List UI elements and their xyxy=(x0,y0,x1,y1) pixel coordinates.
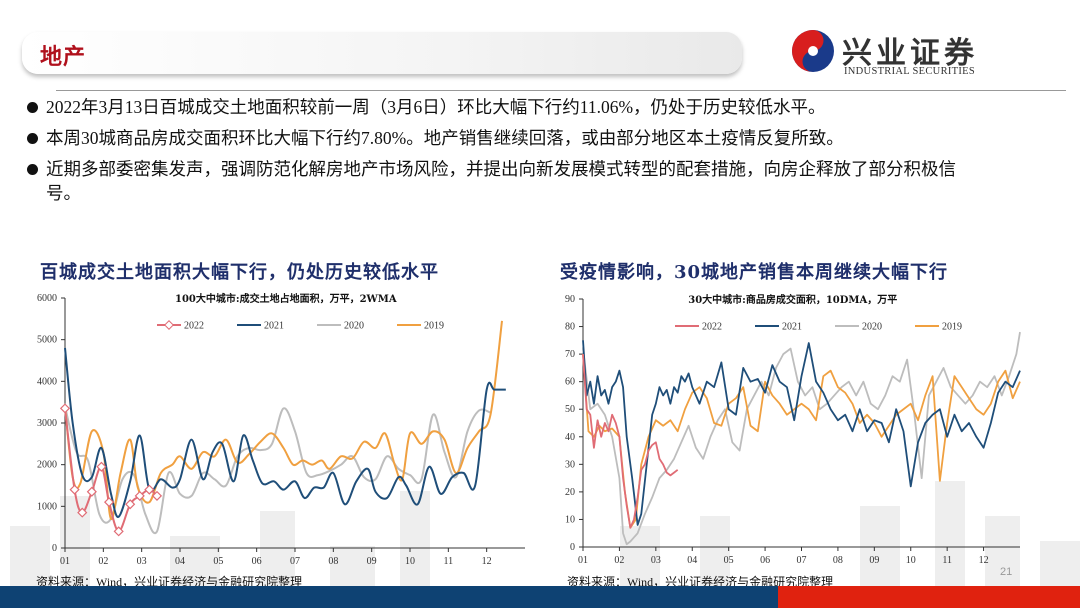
logo-english-name: INDUSTRIAL SECURITIES xyxy=(844,66,976,77)
svg-text:2022: 2022 xyxy=(702,322,722,333)
bullet-item: 本周30城商品房成交面积环比大幅下行约7.80%。地产销售继续回落，或由部分地区… xyxy=(26,126,1026,150)
svg-text:10: 10 xyxy=(405,556,415,567)
svg-text:06: 06 xyxy=(252,556,262,567)
chart-svg: 0 1000 2000 3000 4000 5000 6000 01 02 03 04 05 06 07 0… xyxy=(37,292,525,567)
svg-text:80: 80 xyxy=(565,322,575,333)
svg-text:30: 30 xyxy=(565,459,575,470)
header-divider xyxy=(56,90,1066,91)
svg-text:12: 12 xyxy=(979,555,989,566)
svg-text:2019: 2019 xyxy=(942,322,962,333)
logo-chinese-name: 兴业证券 xyxy=(842,36,978,71)
series-2022-line xyxy=(582,354,679,529)
svg-text:01: 01 xyxy=(578,555,588,566)
svg-text:30大中城市:商品房成交面积，10DMA，万平: 30大中城市:商品房成交面积，10DMA，万平 xyxy=(688,293,897,306)
section-title-bar: 地产 xyxy=(22,32,742,74)
series-2019-line xyxy=(64,320,503,520)
svg-text:03: 03 xyxy=(651,555,661,566)
svg-text:2022: 2022 xyxy=(184,321,204,332)
swirl-logo-icon xyxy=(792,30,834,72)
svg-text:05: 05 xyxy=(213,556,223,567)
svg-text:08: 08 xyxy=(833,555,843,566)
chart-svg: 0 10 20 30 40 50 60 70 80 90 01 02 03 04 05 06 07 08 09 10 1… xyxy=(565,293,1021,566)
svg-text:01: 01 xyxy=(60,556,70,567)
svg-text:05: 05 xyxy=(724,555,734,566)
footer-bar-red xyxy=(778,586,1080,608)
svg-text:4000: 4000 xyxy=(37,376,57,387)
svg-text:02: 02 xyxy=(614,555,624,566)
right-chart-title: 受疫情影响，30城地产销售本周继续大幅下行 xyxy=(560,262,949,283)
svg-text:11: 11 xyxy=(942,555,952,566)
svg-text:2021: 2021 xyxy=(264,321,284,332)
series-2020-line xyxy=(582,331,1021,546)
footer-bar-blue xyxy=(0,586,778,608)
svg-text:70: 70 xyxy=(565,349,575,360)
svg-text:1000: 1000 xyxy=(37,501,57,512)
svg-text:12: 12 xyxy=(482,556,492,567)
svg-text:04: 04 xyxy=(687,555,697,566)
bullet-item: 近期多部委密集发声，强调防范化解房地产市场风险，并提出向新发展模式转型的配套措施… xyxy=(26,157,1026,205)
svg-text:03: 03 xyxy=(137,556,147,567)
svg-text:06: 06 xyxy=(760,555,770,566)
svg-text:3000: 3000 xyxy=(37,418,57,429)
company-logo: 兴业证券 INDUSTRIAL SECURITIES xyxy=(790,26,1010,78)
svg-text:04: 04 xyxy=(175,556,185,567)
page-number: 21 xyxy=(1000,566,1013,578)
svg-text:09: 09 xyxy=(869,555,879,566)
svg-text:2020: 2020 xyxy=(862,322,882,333)
svg-text:2021: 2021 xyxy=(782,322,802,333)
svg-text:2020: 2020 xyxy=(344,321,364,332)
left-chart-title: 百城成交土地面积大幅下行，仍处历史较低水平 xyxy=(40,262,439,283)
left-chart-source: 资料来源：Wind，兴业证券经济与金融研究院整理 xyxy=(36,575,303,589)
svg-text:07: 07 xyxy=(797,555,807,566)
svg-text:90: 90 xyxy=(565,294,575,305)
svg-text:0: 0 xyxy=(570,542,575,553)
svg-text:0: 0 xyxy=(52,543,57,554)
svg-text:60: 60 xyxy=(565,377,575,388)
svg-text:6000: 6000 xyxy=(37,293,57,304)
series-2019-line xyxy=(582,354,1021,529)
right-chart-source: 资料来源：Wind，兴业证券经济与金融研究院整理 xyxy=(567,575,834,589)
land-area-chart: 0 1000 2000 3000 4000 5000 6000 01 02 03 04 05 06 07 0… xyxy=(30,290,530,574)
series-2021-line xyxy=(582,340,1021,526)
svg-text:07: 07 xyxy=(290,556,300,567)
bullet-item: 2022年3月13日百城成交土地面积较前一周（3月6日）环比大幅下行约11.06… xyxy=(26,95,1026,119)
svg-text:2019: 2019 xyxy=(424,321,444,332)
section-title: 地产 xyxy=(40,44,87,70)
svg-text:10: 10 xyxy=(906,555,916,566)
bullet-list: 2022年3月13日百城成交土地面积较前一周（3月6日）环比大幅下行约11.06… xyxy=(26,95,1026,212)
housing-sales-chart: 0 10 20 30 40 50 60 70 80 90 01 02 03 04 05 06 07 08 09 10 1… xyxy=(555,290,1025,574)
svg-text:09: 09 xyxy=(367,556,377,567)
svg-text:11: 11 xyxy=(444,556,454,567)
svg-text:40: 40 xyxy=(565,432,575,443)
svg-text:100大中城市:成交土地占地面积，万平，2WMA: 100大中城市:成交土地占地面积，万平，2WMA xyxy=(175,292,397,305)
svg-text:08: 08 xyxy=(328,556,338,567)
svg-text:50: 50 xyxy=(565,404,575,415)
svg-text:02: 02 xyxy=(98,556,108,567)
svg-text:5000: 5000 xyxy=(37,335,57,346)
svg-text:20: 20 xyxy=(565,487,575,498)
series-2021-line xyxy=(64,347,506,518)
svg-text:2000: 2000 xyxy=(37,460,57,471)
svg-text:10: 10 xyxy=(565,514,575,525)
